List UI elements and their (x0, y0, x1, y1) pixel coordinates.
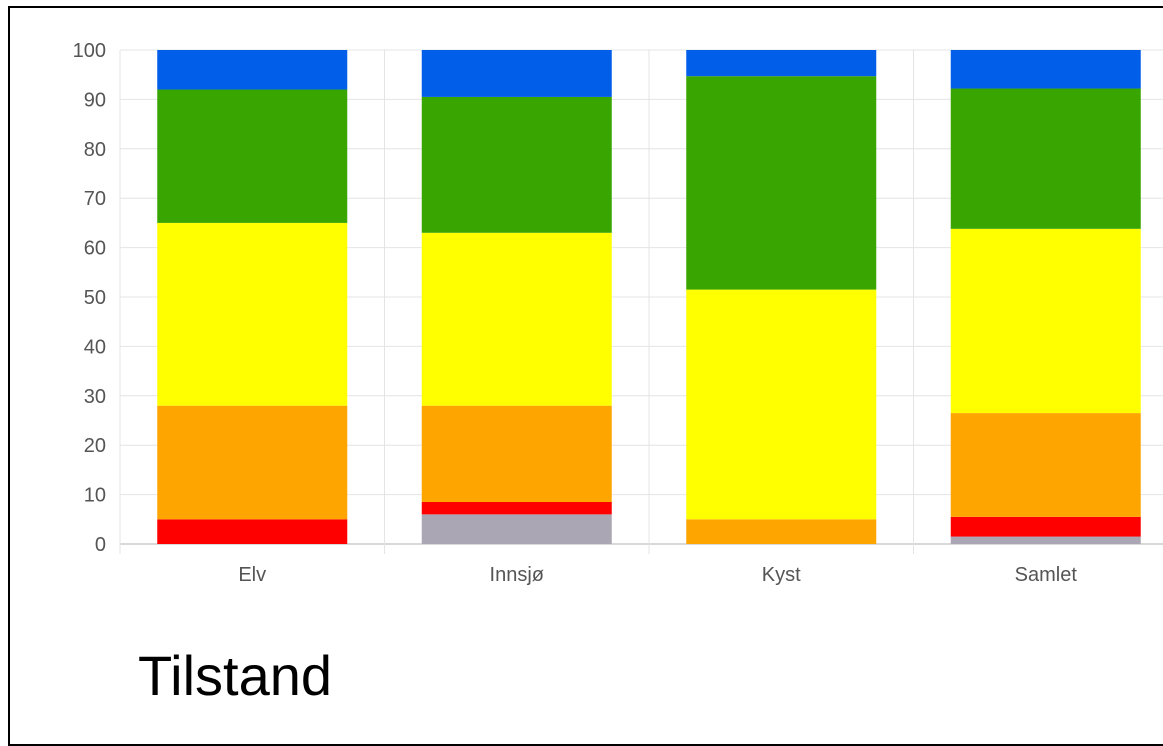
y-tick-label: 70 (84, 188, 106, 210)
y-tick-label: 40 (84, 336, 106, 358)
bar-segment-innsjø-5 (421, 50, 612, 97)
bar-segment-samlet-5 (950, 50, 1141, 89)
bar-segment-kyst-5 (686, 50, 877, 77)
bar-segment-elv-2 (157, 405, 348, 520)
y-tick-label: 100 (73, 40, 106, 62)
chart-frame: 0 10 20 30 40 50 60 70 80 90 100 Elv Innsjø Kyst Samle… (8, 6, 1163, 746)
x-tick-label: Kyst (762, 564, 801, 586)
bar-segment-elv-4 (157, 89, 348, 223)
bar-segment-elv-3 (157, 222, 348, 406)
y-tick-label: 90 (84, 89, 106, 111)
bar-segment-innsjø-1 (421, 502, 612, 515)
x-tick-label: Samlet (1015, 564, 1078, 586)
stacked-bar-chart: 0 10 20 30 40 50 60 70 80 90 100 Elv Innsjø Kyst Samle… (73, 40, 1163, 586)
y-tick-label: 10 (84, 485, 106, 507)
y-tick-label: 30 (84, 386, 106, 408)
bar-segment-innsjø-0 (421, 514, 612, 544)
bar-segment-samlet-3 (950, 228, 1141, 414)
x-tick-label: Innsjø (490, 564, 544, 586)
bar-segment-samlet-2 (950, 413, 1141, 517)
bar-segment-innsjø-3 (421, 232, 612, 406)
bar-segment-kyst-2 (686, 519, 877, 544)
chart-caption: Tilstand (138, 644, 333, 707)
y-tick-label: 50 (84, 287, 106, 309)
y-tick-label: 20 (84, 435, 106, 457)
bar-segment-elv-1 (157, 519, 348, 544)
bar-segment-samlet-0 (950, 536, 1141, 544)
x-tick-label: Elv (238, 564, 266, 586)
bar-segment-kyst-4 (686, 76, 877, 290)
bar-segment-elv-5 (157, 50, 348, 90)
bar-segment-kyst-3 (686, 289, 877, 520)
bar-segment-innsjø-2 (421, 405, 612, 503)
bar-segment-innsjø-4 (421, 96, 612, 233)
y-tick-label: 0 (95, 534, 106, 556)
y-tick-label: 60 (84, 238, 106, 260)
bar-segment-samlet-4 (950, 88, 1141, 229)
y-tick-label: 80 (84, 139, 106, 161)
bar-segment-samlet-1 (950, 516, 1141, 537)
